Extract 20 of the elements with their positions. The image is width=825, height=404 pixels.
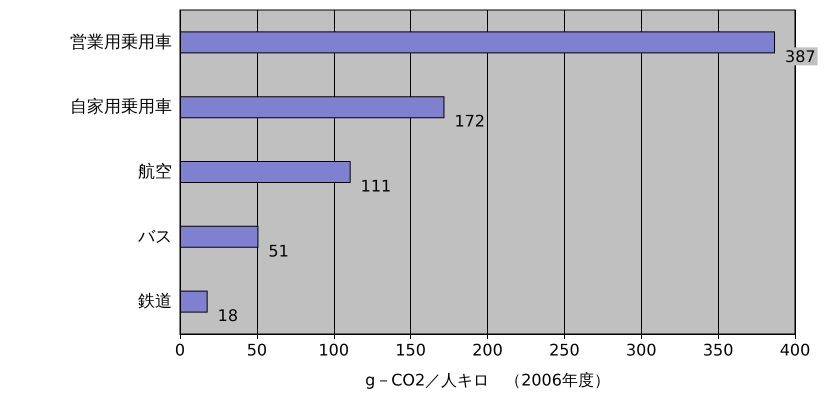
y-tick-label: 鉄道 <box>138 292 172 312</box>
x-tick-label: 100 <box>318 340 350 360</box>
x-axis-title: g－CO2／人キロ （2006年度） <box>365 370 610 390</box>
data-label: 387 <box>785 46 816 66</box>
data-label: 111 <box>360 176 392 196</box>
x-tick-label: 400 <box>780 340 810 360</box>
x-tick-label: 200 <box>472 340 503 360</box>
x-tick-label: 50 <box>246 340 268 360</box>
y-tick-label: 営業用乗用車 <box>70 32 172 52</box>
y-tick-label: バス <box>137 226 172 247</box>
data-label: 172 <box>454 112 485 131</box>
data-label: 18 <box>218 306 238 326</box>
x-tick-label: 350 <box>702 340 734 360</box>
x-tick-label: 0 <box>174 340 186 360</box>
data-label: 51 <box>268 241 289 260</box>
x-tick-label: 250 <box>549 340 580 360</box>
y-tick-label: 航空 <box>138 162 172 182</box>
x-tick-label: 150 <box>395 340 426 360</box>
y-tick-label: 自家用乗用車 <box>70 97 172 118</box>
x-tick-label: 300 <box>626 340 657 360</box>
